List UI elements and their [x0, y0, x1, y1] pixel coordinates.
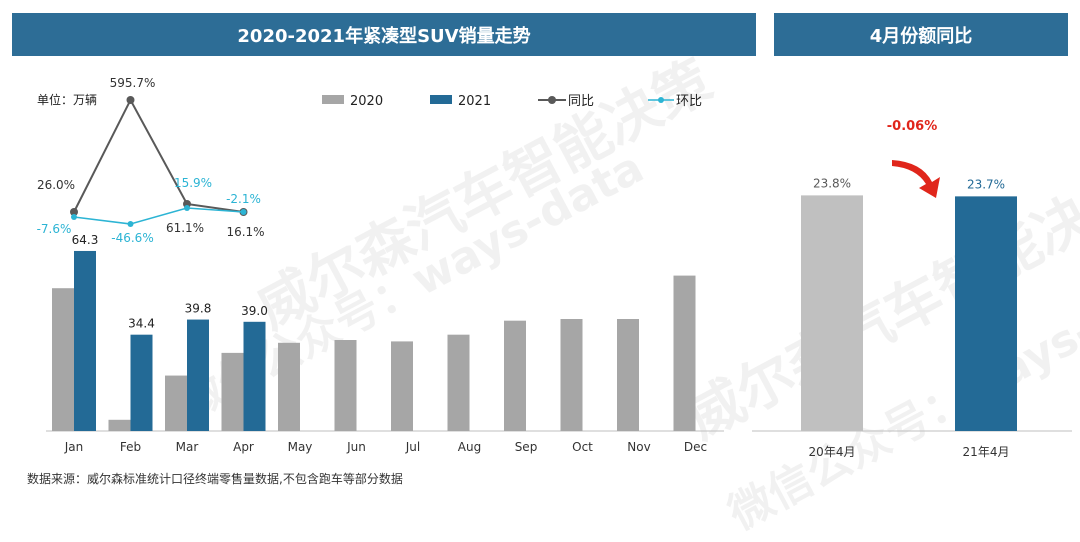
- mom-point: [184, 205, 190, 211]
- bar-2020-aug: [447, 334, 470, 431]
- share-bar-2020: [801, 195, 863, 431]
- bar-2020-sep: [504, 320, 526, 431]
- mom-point: [71, 214, 77, 220]
- mom-point: [240, 209, 247, 215]
- legend-label-mom: 环比: [676, 94, 702, 109]
- bar-2020-jun: [334, 340, 357, 431]
- unit-label: 单位：万辆: [37, 92, 97, 107]
- data-source-note: 数据来源：威尔森标准统计口径终端零售量数据,不包含跑车等部分数据: [27, 472, 403, 486]
- x-tick-label: Feb: [120, 440, 141, 454]
- x-tick-label: May: [288, 440, 313, 454]
- red-arrow-icon: [892, 160, 940, 198]
- bar-2020-jan: [52, 288, 74, 431]
- yoy-line: [73, 97, 244, 213]
- bar-2020-apr: [221, 352, 244, 431]
- x-tick-label: Aug: [458, 440, 481, 454]
- main-chart-title: 2020-2021年紧凑型SUV销量走势: [12, 13, 756, 56]
- bar-2021-label: 39.8: [185, 302, 212, 316]
- share-category-label: 20年4月: [809, 445, 856, 459]
- bar-2020-dec: [673, 275, 696, 431]
- x-tick-label: Oct: [572, 440, 593, 454]
- yoy-point: [126, 96, 135, 104]
- legend-swatch-2020: [322, 95, 344, 104]
- bar-2021-label: 34.4: [128, 317, 155, 331]
- bar-2020-mar: [165, 375, 187, 431]
- sales-trend-chart: 64.3 Jan 34.4 Feb 39.8 Mar 39.0 Apr May Jun Jul Aug…: [37, 76, 724, 454]
- share-diff-annotation: -0.06%: [887, 119, 938, 134]
- mom-label: -7.6%: [37, 222, 72, 236]
- share-value-label: 23.7%: [967, 177, 1005, 191]
- bar-2020-may: [278, 342, 300, 431]
- bar-2021-label: 39.0: [241, 304, 268, 318]
- share-value-label: 23.8%: [813, 176, 851, 190]
- yoy-label: 26.0%: [37, 178, 75, 192]
- share-comparison-chart: 23.8% 20年4月 23.7% 21年4月 -0.06%: [752, 119, 1072, 459]
- bar-2021-feb: [130, 334, 153, 431]
- bar-2021-apr: [243, 321, 266, 431]
- bar-2020-nov: [617, 319, 639, 431]
- legend-marker-mom: [658, 97, 664, 103]
- yoy-label: 61.1%: [166, 221, 204, 235]
- mom-label: -2.1%: [226, 192, 261, 206]
- x-tick-label: Mar: [176, 440, 199, 454]
- bar-2021-label: 64.3: [72, 233, 99, 247]
- x-tick-label: Jan: [64, 440, 84, 454]
- legend-label-2021: 2021: [458, 94, 491, 109]
- bar-2020-jul: [391, 341, 413, 431]
- x-tick-label: Apr: [233, 440, 254, 454]
- legend-label-2020: 2020: [350, 94, 383, 109]
- legend-swatch-2021: [430, 95, 452, 104]
- bar-2021-mar: [187, 319, 209, 431]
- x-tick-label: Nov: [627, 440, 650, 454]
- share-chart-title: 4月份额同比: [774, 13, 1068, 56]
- legend-marker-yoy: [548, 96, 556, 104]
- bar-2020-feb: [108, 419, 131, 431]
- legend-label-yoy: 同比: [568, 94, 594, 109]
- mom-label: 15.9%: [174, 176, 212, 190]
- bar-2021-jan: [74, 250, 96, 431]
- mom-point: [127, 221, 134, 227]
- yoy-label: 16.1%: [226, 225, 264, 239]
- yoy-point: [70, 208, 78, 216]
- x-tick-label: Jun: [346, 440, 366, 454]
- yoy-label: 595.7%: [110, 76, 156, 90]
- bar-2020-oct: [560, 319, 583, 431]
- share-bar-2021: [955, 196, 1017, 431]
- mom-line: [73, 207, 244, 225]
- x-tick-label: Dec: [684, 440, 707, 454]
- mom-label: -46.6%: [111, 231, 153, 245]
- share-category-label: 21年4月: [963, 445, 1010, 459]
- x-tick-label: Jul: [405, 440, 420, 454]
- x-tick-label: Sep: [515, 440, 538, 454]
